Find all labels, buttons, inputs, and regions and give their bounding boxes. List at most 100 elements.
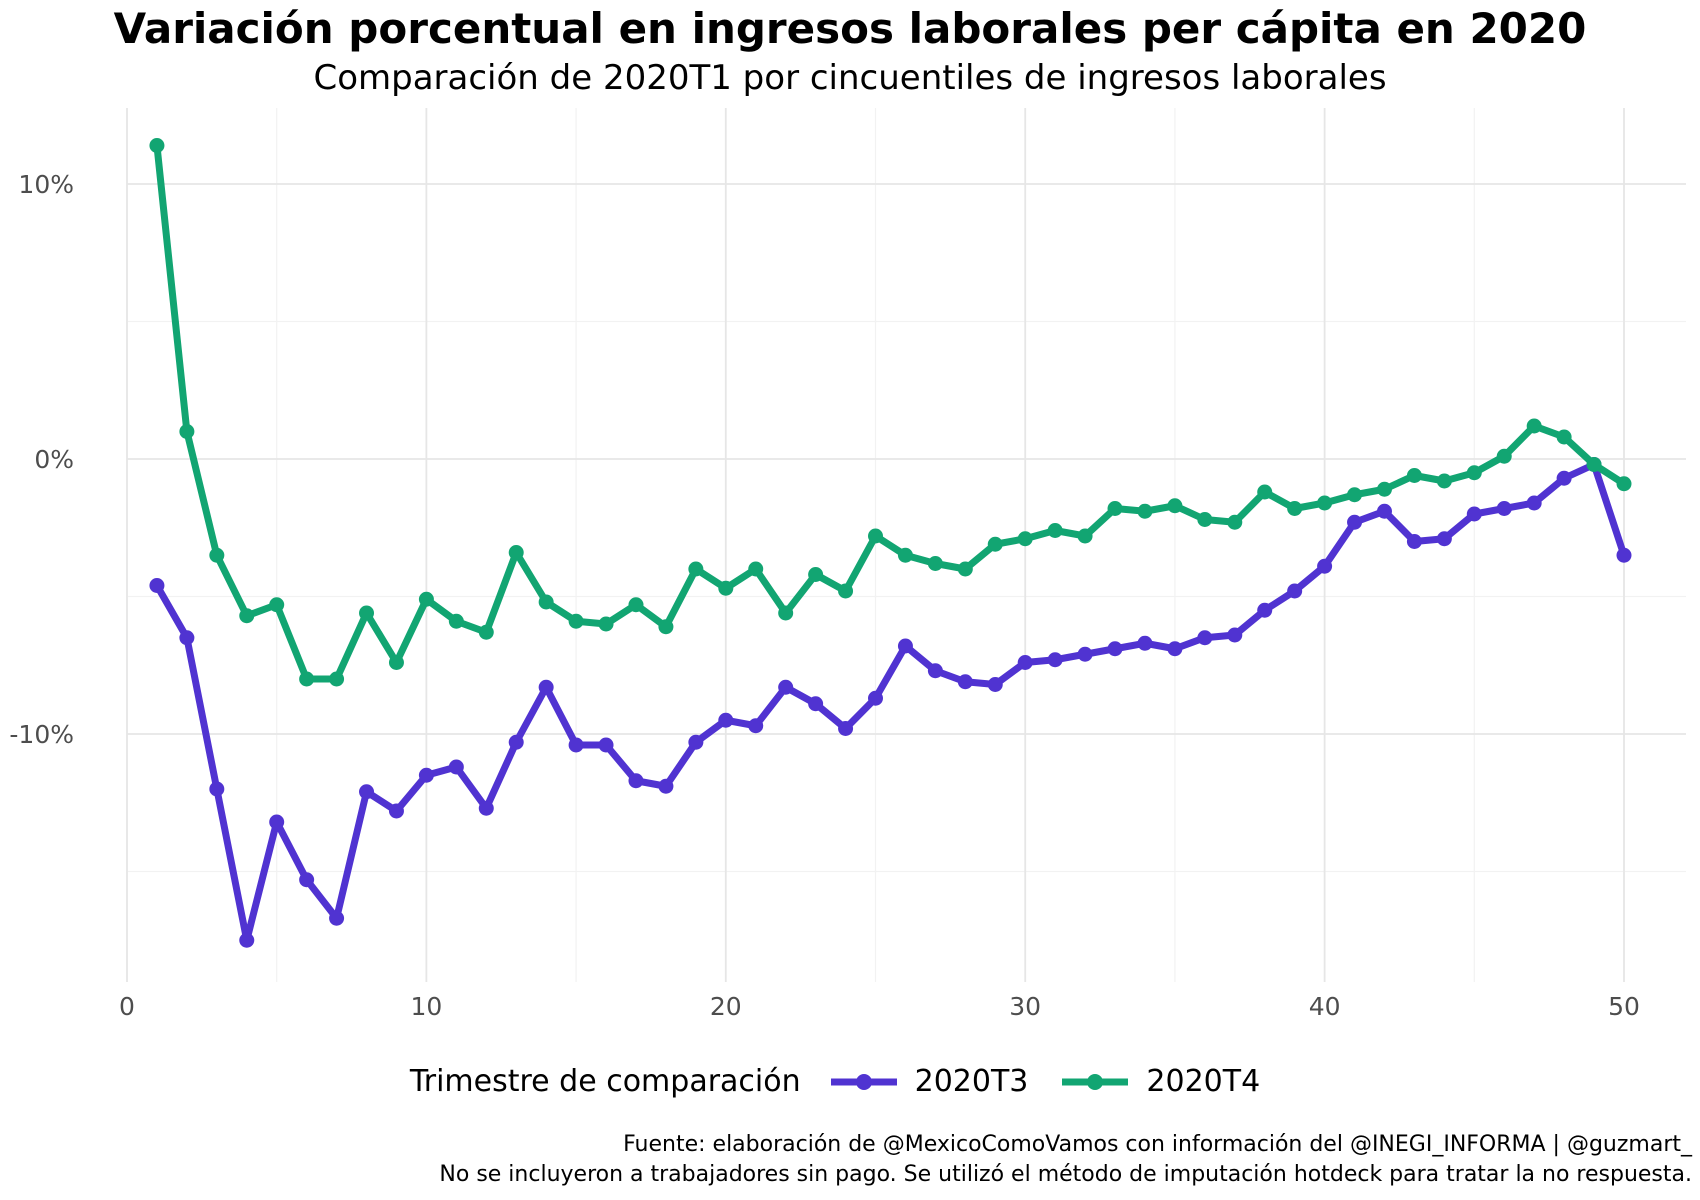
chart-title: Variación porcentual en ingresos laboral… (113, 4, 1587, 53)
data-point-2020t3 (1347, 514, 1363, 530)
legend-label-2020t4: 2020T4 (1146, 1064, 1261, 1099)
data-point-2020t4 (628, 597, 644, 613)
data-point-2020t4 (658, 619, 674, 635)
data-point-2020t3 (478, 800, 494, 816)
data-point-2020t3 (568, 737, 584, 753)
data-point-2020t3 (1197, 630, 1213, 646)
data-point-2020t3 (748, 718, 764, 734)
series-2020t3 (149, 457, 1632, 948)
data-point-2020t4 (478, 624, 494, 640)
data-point-2020t3 (1017, 655, 1033, 670)
data-point-2020t4 (448, 613, 464, 629)
data-point-2020t4 (987, 536, 1003, 552)
grid-lines (126, 108, 1686, 982)
data-point-2020t3 (897, 638, 913, 654)
chart-subtitle: Comparación de 2020T1 por cincuentiles d… (313, 58, 1387, 98)
data-point-2020t4 (688, 561, 704, 577)
data-point-2020t3 (658, 778, 674, 794)
data-point-2020t3 (987, 677, 1003, 692)
data-point-2020t4 (1496, 448, 1512, 464)
data-point-2020t4 (778, 605, 794, 621)
legend-item-2020t4: 2020T4 (1058, 1062, 1260, 1102)
data-point-2020t4 (598, 616, 614, 632)
data-point-2020t4 (1287, 501, 1303, 516)
data-point-2020t3 (1227, 627, 1243, 643)
legend: Trimestre de comparación 2020T3 2020T4 (0, 1062, 1700, 1102)
legend-label-2020t3: 2020T3 (914, 1064, 1029, 1099)
data-point-2020t3 (1287, 583, 1303, 599)
data-point-2020t3 (179, 630, 195, 646)
data-point-2020t4 (1406, 468, 1422, 483)
data-point-2020t3 (269, 814, 285, 830)
data-point-2020t4 (209, 547, 225, 563)
data-point-2020t3 (1047, 652, 1063, 668)
data-point-2020t4 (149, 138, 165, 153)
data-point-2020t3 (598, 737, 614, 753)
caption-line-note: No se incluyeron a trabajadores sin pago… (439, 1162, 1692, 1187)
data-point-2020t3 (1077, 646, 1093, 662)
data-point-2020t3 (1137, 635, 1153, 651)
data-point-2020t3 (1107, 641, 1123, 657)
data-point-2020t4 (1556, 429, 1572, 445)
legend-title: Trimestre de comparación (409, 1064, 801, 1099)
data-point-2020t4 (897, 547, 913, 563)
data-point-2020t4 (299, 671, 315, 687)
data-point-2020t4 (269, 597, 285, 613)
y-tick-label: 0% (34, 445, 74, 474)
data-point-2020t3 (209, 781, 225, 797)
y-tick-label: 10% (18, 170, 74, 199)
x-tick-label: 20 (710, 992, 742, 1021)
data-point-2020t4 (1257, 484, 1273, 500)
data-point-2020t3 (448, 759, 464, 775)
data-point-2020t3 (1556, 470, 1572, 486)
data-point-2020t3 (718, 712, 734, 728)
data-point-2020t3 (868, 690, 883, 706)
data-point-2020t3 (1496, 501, 1512, 516)
x-tick-label: 40 (1309, 992, 1341, 1021)
data-point-2020t4 (1317, 495, 1333, 511)
axis-tick-labels: 0 10 20 30 40 50 10% 0% -10% (9, 170, 1640, 1021)
legend-key-2020t3 (830, 1074, 897, 1090)
data-point-2020t3 (1436, 531, 1452, 547)
data-point-2020t3 (688, 734, 704, 750)
data-point-2020t4 (1436, 473, 1452, 489)
legend-key-point-2020t3 (855, 1074, 872, 1090)
x-tick-label: 50 (1608, 992, 1640, 1021)
data-point-2020t3 (239, 932, 255, 948)
data-point-2020t4 (927, 556, 943, 571)
data-point-2020t4 (838, 583, 854, 599)
data-point-2020t3 (778, 679, 794, 695)
legend-key-point-2020t4 (1087, 1074, 1104, 1090)
data-series (149, 138, 1632, 948)
data-point-2020t4 (1137, 503, 1153, 519)
data-point-2020t4 (1107, 501, 1123, 516)
data-point-2020t3 (418, 767, 434, 783)
data-point-2020t4 (568, 613, 584, 629)
data-point-2020t4 (1197, 512, 1213, 527)
data-point-2020t4 (1616, 476, 1632, 492)
data-point-2020t4 (239, 608, 255, 624)
data-point-2020t3 (1317, 558, 1333, 574)
data-point-2020t4 (1347, 487, 1363, 503)
data-point-2020t4 (1376, 481, 1392, 497)
data-point-2020t3 (1406, 534, 1422, 549)
data-point-2020t4 (868, 528, 883, 544)
source-caption: Fuente: elaboración de @MexicoComoVamos … (439, 1130, 1692, 1190)
data-point-2020t3 (1167, 641, 1183, 657)
data-point-2020t3 (538, 679, 554, 695)
data-point-2020t3 (299, 872, 315, 888)
data-point-2020t4 (1017, 531, 1033, 547)
line-chart: 0 10 20 30 40 50 10% 0% -10% (9, 108, 1686, 1021)
data-point-2020t4 (1466, 465, 1482, 481)
data-point-2020t4 (1047, 523, 1063, 538)
data-point-2020t3 (329, 910, 345, 926)
data-point-2020t4 (388, 655, 404, 670)
data-point-2020t4 (1077, 528, 1093, 544)
data-point-2020t4 (1526, 418, 1542, 434)
data-point-2020t4 (538, 594, 554, 610)
data-point-2020t3 (1616, 547, 1632, 563)
x-tick-label: 30 (1009, 992, 1041, 1021)
data-point-2020t3 (808, 696, 824, 712)
data-point-2020t3 (628, 773, 644, 789)
data-point-2020t3 (359, 784, 375, 800)
